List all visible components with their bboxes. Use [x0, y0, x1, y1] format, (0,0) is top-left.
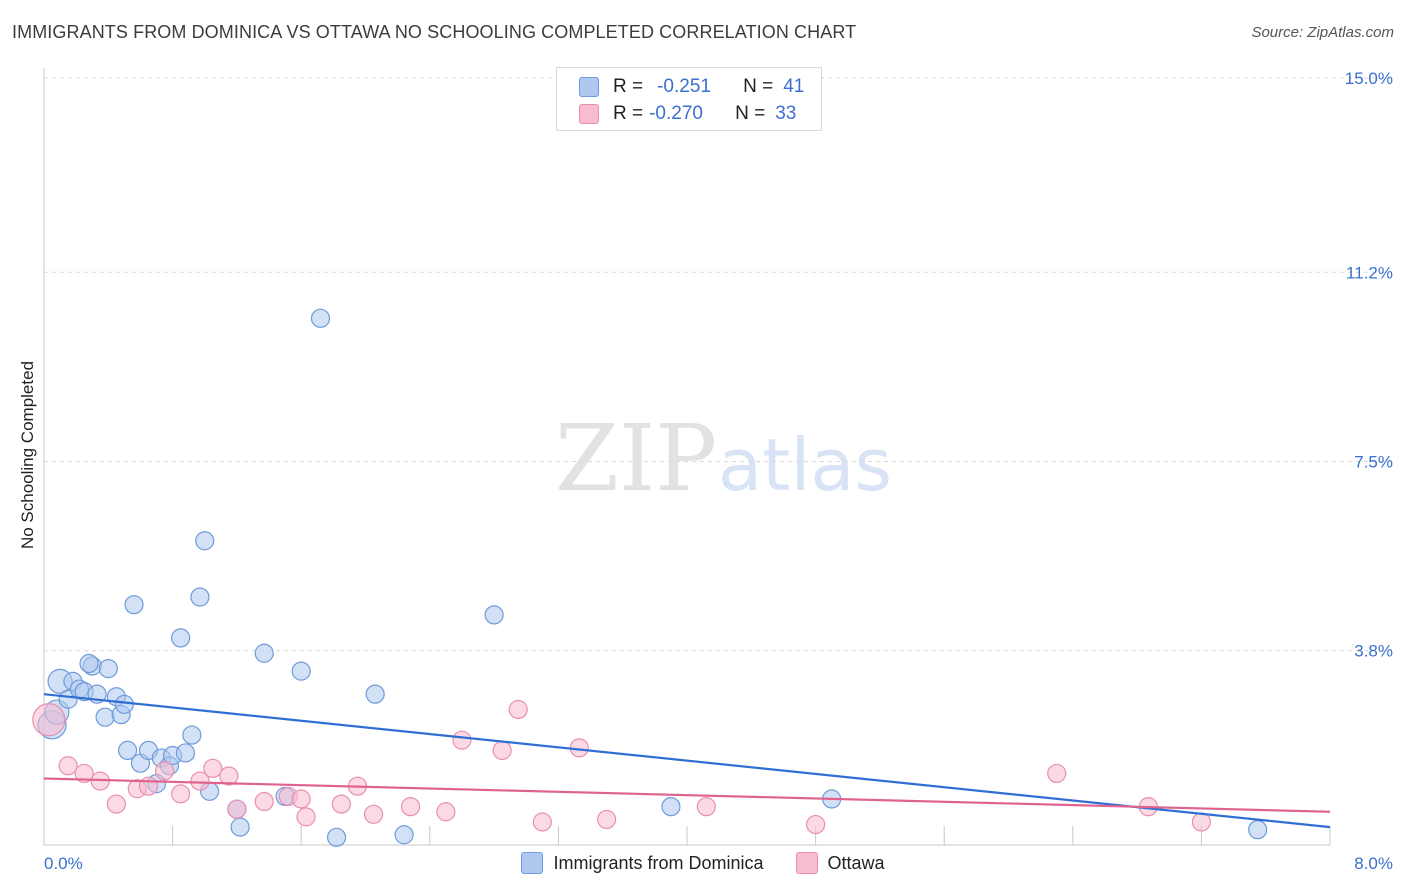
point-dominica [182, 725, 202, 745]
point-ottawa [58, 756, 78, 776]
point-ottawa [1191, 812, 1212, 832]
point-dominica [230, 817, 250, 837]
point-ottawa [74, 763, 94, 784]
point-dominica [190, 587, 210, 607]
legend-item-ottawa[interactable]: Ottawa [795, 852, 885, 874]
point-dominica [79, 653, 99, 674]
point-ottawa [696, 797, 716, 817]
chart-title: IMMIGRANTS FROM DOMINICA VS OTTAWA NO SC… [12, 22, 857, 42]
point-ottawa [190, 771, 210, 791]
y-tick-label: 3.8% [1354, 642, 1393, 661]
legend-swatch-dominica [579, 77, 599, 97]
stats-row-ottawa: R = -0.270 N = 33 [579, 101, 796, 127]
legend-label-ottawa: Ottawa [827, 852, 885, 873]
watermark: ZIP atlas [555, 405, 892, 512]
point-dominica [114, 694, 134, 714]
point-ottawa [171, 784, 191, 804]
y-tick-label: 15.0% [1345, 69, 1393, 88]
point-dominica [484, 605, 504, 625]
point-ottawa [363, 804, 384, 824]
point-dominica [661, 797, 681, 817]
point-ottawa [532, 812, 552, 832]
point-ottawa [227, 799, 247, 819]
legend-swatch-ottawa [795, 852, 818, 874]
point-ottawa [805, 814, 826, 835]
point-dominica [291, 661, 311, 681]
legend-swatch-ottawa [579, 104, 599, 124]
y-tick-label: 7.5% [1354, 453, 1393, 472]
point-dominica [1248, 820, 1268, 840]
grid [44, 77, 1394, 652]
n-label: N = [743, 76, 774, 97]
point-ottawa [203, 758, 223, 778]
r-label: R = [613, 76, 644, 97]
stats-legend: R = -0.251 N = 41 R = -0.270 N = 33 [556, 67, 822, 131]
point-dominica [124, 595, 144, 615]
point-ottawa [254, 791, 274, 812]
n-value: 33 [775, 103, 797, 124]
y-tick-labels: 3.8% 7.5% 11.2% 15.0% [1345, 69, 1393, 661]
point-dominica [195, 531, 215, 551]
r-label: R = [613, 103, 644, 124]
point-ottawa [436, 802, 456, 822]
legend-label-dominica: Immigrants from Dominica [553, 852, 764, 873]
watermark-atlas: atlas [718, 423, 892, 507]
point-ottawa [400, 797, 421, 817]
data-points [32, 308, 1268, 847]
point-ottawa [219, 766, 239, 786]
point-dominica [175, 743, 196, 763]
r-value: -0.251 [657, 76, 711, 97]
stats-row-dominica: R = -0.251 N = 41 [579, 74, 804, 100]
point-ottawa [508, 699, 528, 720]
point-ottawa [452, 730, 472, 750]
legend-swatch-dominica [521, 852, 544, 874]
point-ottawa [331, 794, 351, 814]
point-ottawa [296, 807, 316, 827]
source-label: Source: ZipAtlas.com [1251, 24, 1394, 41]
x-tick-label: 8.0% [1354, 854, 1393, 873]
point-ottawa [154, 761, 175, 781]
point-dominica [254, 643, 274, 663]
point-ottawa [1047, 763, 1067, 784]
point-ottawa [291, 789, 311, 809]
point-ottawa [492, 740, 512, 761]
point-dominica [326, 827, 347, 847]
point-ottawa [32, 703, 66, 737]
point-dominica [95, 707, 115, 727]
n-label: N = [735, 103, 766, 124]
trend-line-dominica [43, 693, 1331, 829]
point-ottawa [597, 809, 617, 830]
point-ottawa [106, 794, 126, 814]
point-dominica [365, 684, 385, 704]
series-legend: Immigrants from Dominica Ottawa [0, 852, 1406, 874]
x-tick-labels: 0.0% 8.0% [44, 854, 1393, 873]
trend-lines [43, 693, 1331, 829]
x-tick-label: 0.0% [44, 854, 83, 873]
point-dominica [310, 308, 331, 328]
point-dominica [394, 825, 414, 845]
point-ottawa [138, 776, 159, 796]
point-dominica [171, 628, 191, 648]
n-value: 41 [783, 76, 805, 97]
y-tick-label: 11.2% [1346, 263, 1393, 282]
point-dominica [98, 658, 118, 679]
r-value: -0.270 [649, 103, 703, 124]
trend-line-ottawa [43, 777, 1331, 813]
watermark-zip: ZIP [555, 405, 717, 512]
legend-item-dominica[interactable]: Immigrants from Dominica [521, 852, 764, 874]
point-dominica [117, 740, 138, 761]
